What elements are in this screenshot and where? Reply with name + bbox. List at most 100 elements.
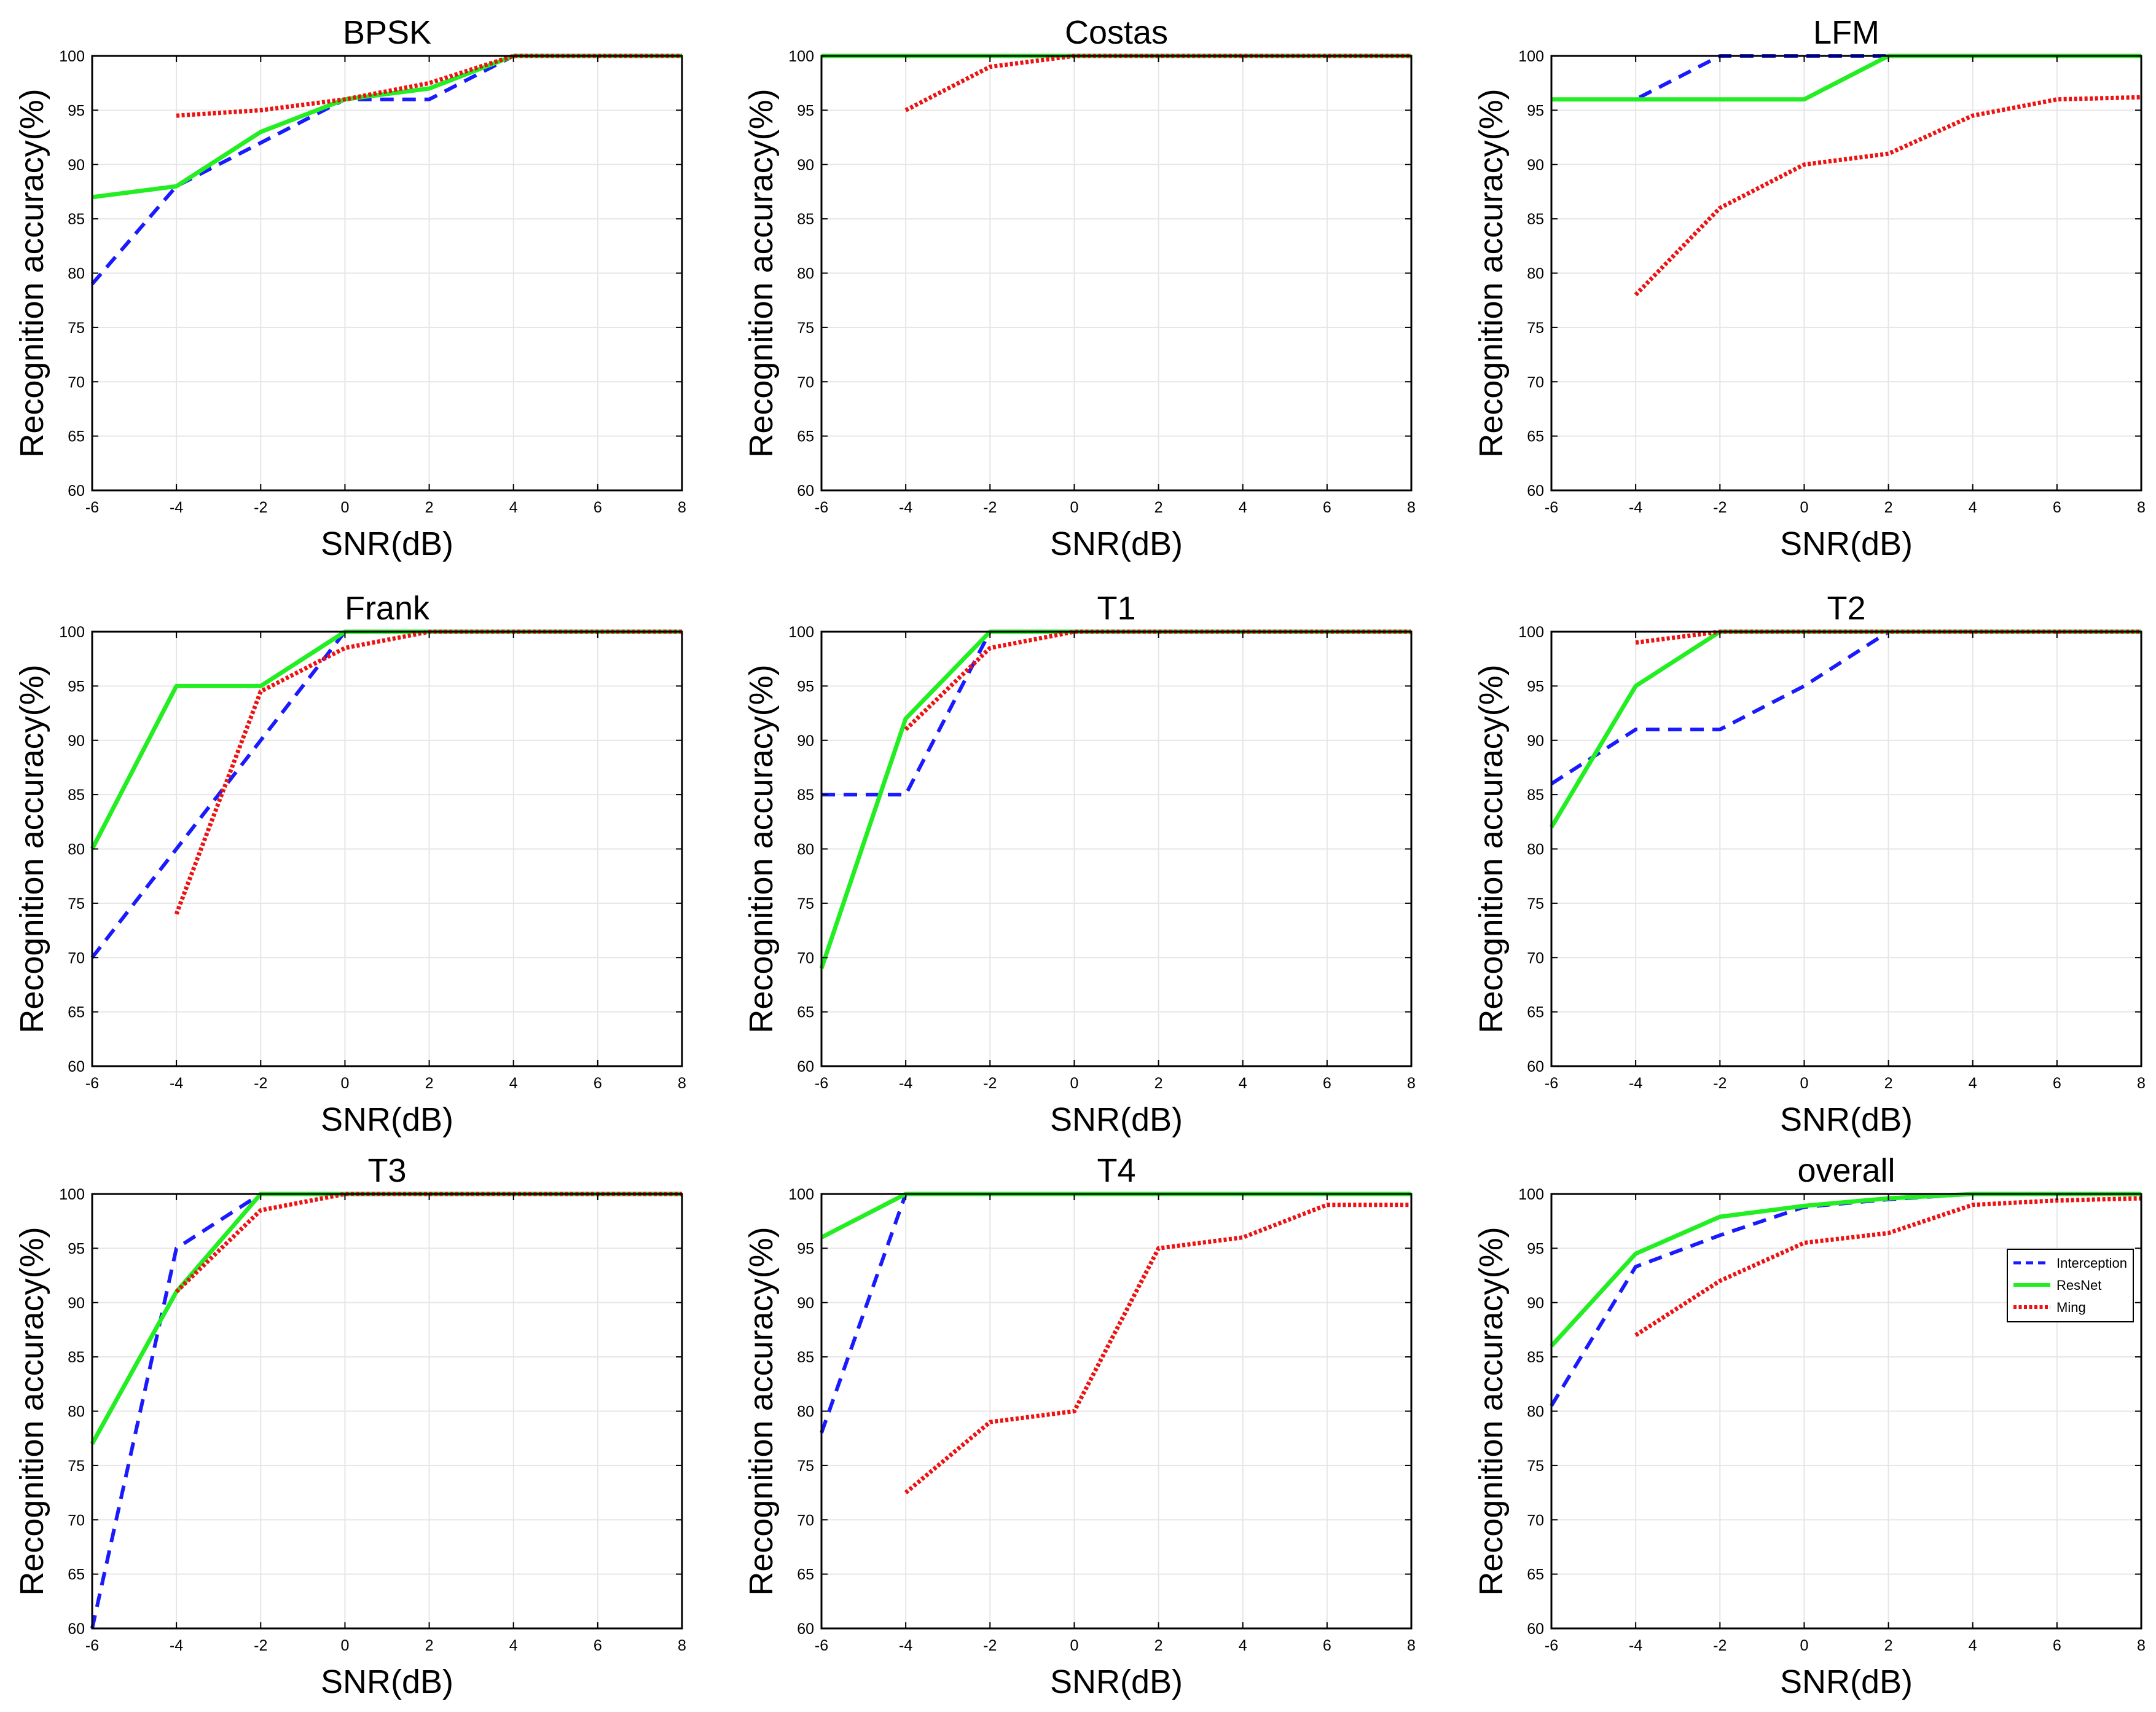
y-tick-label: 80 (1527, 841, 1544, 858)
x-tick-label: -2 (983, 499, 997, 516)
y-tick-label: 75 (1527, 895, 1544, 913)
x-tick-label: -6 (815, 1637, 828, 1654)
y-tick-label: 90 (68, 732, 85, 750)
y-tick-label: 85 (797, 787, 814, 804)
y-tick-label: 65 (797, 428, 814, 446)
y-tick-label: 100 (59, 1186, 85, 1203)
y-axis-label: Recognition accuracy(%) (14, 664, 50, 1033)
y-tick-label: 95 (1527, 678, 1544, 695)
legend-ming-label: Ming (2056, 1300, 2086, 1315)
x-tick-label: -2 (254, 1637, 267, 1654)
x-tick-label: 0 (1800, 1637, 1808, 1654)
y-axis-label: Recognition accuracy(%) (1473, 88, 1510, 457)
y-tick-label: 100 (1518, 624, 1544, 641)
x-tick-label: 6 (2053, 1637, 2061, 1654)
x-tick-label: -4 (1629, 499, 1642, 516)
chart-title: LFM (1813, 14, 1880, 51)
y-tick-label: 70 (1527, 1512, 1544, 1529)
chart-title: T2 (1827, 590, 1865, 627)
y-tick-label: 80 (1527, 265, 1544, 283)
y-tick-label: 70 (797, 949, 814, 967)
y-tick-label: 90 (68, 157, 85, 174)
x-tick-label: 6 (2053, 1075, 2061, 1092)
chart-title: T3 (367, 1152, 406, 1189)
x-tick-label: 6 (594, 1075, 602, 1092)
x-tick-label: -4 (899, 1637, 912, 1654)
x-tick-label: -2 (254, 1075, 267, 1092)
x-tick-label: 8 (2137, 1637, 2146, 1654)
x-tick-label: 4 (509, 1637, 518, 1654)
x-tick-label: -2 (254, 499, 267, 516)
y-tick-label: 85 (1527, 1349, 1544, 1366)
panel-bpsk: -6 -4 -2 0 2 4 6 8 60 65 70 75 80 85 90 95 100 BPSK SNR(dB… (14, 14, 686, 562)
y-tick-label: 65 (68, 428, 85, 446)
y-tick-label: 95 (68, 678, 85, 695)
x-tick-label: 4 (1239, 499, 1247, 516)
y-tick-label: 80 (797, 841, 814, 858)
chart-title: Costas (1065, 14, 1168, 51)
x-tick-label: 0 (1070, 1637, 1078, 1654)
x-tick-label: -4 (170, 1075, 183, 1092)
x-tick-label: 4 (509, 1075, 518, 1092)
y-tick-label: 80 (68, 841, 85, 858)
y-tick-label: 90 (797, 157, 814, 174)
y-axis-label: Recognition accuracy(%) (743, 88, 780, 457)
y-tick-label: 95 (68, 102, 85, 119)
y-tick-label: 65 (1527, 1566, 1544, 1584)
y-tick-label: 95 (1527, 102, 1544, 119)
y-tick-label: 65 (797, 1566, 814, 1584)
y-tick-label: 85 (1527, 211, 1544, 228)
x-tick-label: -4 (899, 1075, 912, 1092)
y-tick-label: 75 (797, 895, 814, 913)
y-tick-label: 70 (1527, 949, 1544, 967)
x-tick-label: 6 (1323, 499, 1331, 516)
y-tick-label: 65 (68, 1566, 85, 1584)
x-tick-label: 0 (1070, 499, 1078, 516)
y-tick-label: 80 (68, 265, 85, 283)
x-tick-label: 6 (2053, 499, 2061, 516)
y-tick-label: 60 (797, 482, 814, 500)
x-tick-label: -6 (1545, 1637, 1558, 1654)
y-tick-label: 100 (788, 624, 814, 641)
y-tick-label: 70 (68, 1512, 85, 1529)
x-tick-label: -2 (1713, 1075, 1727, 1092)
y-tick-label: 90 (1527, 157, 1544, 174)
x-tick-label: 8 (1407, 1075, 1416, 1092)
y-tick-label: 90 (1527, 732, 1544, 750)
y-tick-label: 80 (797, 265, 814, 283)
x-tick-label: 4 (1969, 1637, 1977, 1654)
x-tick-label: 2 (425, 1075, 434, 1092)
y-tick-label: 60 (797, 1058, 814, 1075)
y-tick-label: 100 (788, 48, 814, 65)
x-tick-label: 8 (1407, 499, 1416, 516)
y-tick-label: 85 (68, 1349, 85, 1366)
x-tick-label: 4 (1969, 1075, 1977, 1092)
x-tick-label: 2 (1884, 499, 1893, 516)
x-tick-label: 4 (509, 499, 518, 516)
y-tick-label: 65 (797, 1004, 814, 1021)
y-tick-label: 70 (68, 374, 85, 391)
x-tick-label: 8 (678, 1637, 686, 1654)
x-axis-label: SNR(dB) (1780, 525, 1913, 562)
legend-interception-label: Interception (2056, 1255, 2127, 1271)
x-tick-label: 2 (1884, 1637, 1893, 1654)
panel-t3: -6 -4 -2 0 2 4 6 8 60 65 70 75 80 85 90 95 100 T3 SNR(dB) R… (14, 1152, 686, 1700)
y-tick-label: 100 (1518, 48, 1544, 65)
chart-title: overall (1797, 1152, 1895, 1189)
y-tick-label: 60 (68, 482, 85, 500)
series-ming-line (176, 53, 682, 118)
panel-t2: -6 -4 -2 0 2 4 6 8 60 65 70 75 80 85 90 95 100 T2 SNR(dB) R… (1473, 590, 2146, 1138)
x-axis-label: SNR(dB) (1780, 1101, 1913, 1138)
y-tick-label: 100 (788, 1186, 814, 1203)
y-tick-label: 70 (797, 1512, 814, 1529)
x-tick-label: -4 (170, 1637, 183, 1654)
series-ming-line (1634, 95, 2142, 297)
panel-frank: -6 -4 -2 0 2 4 6 8 60 65 70 75 80 85 90 95 100 Frank SNR(d… (14, 590, 686, 1138)
y-tick-label: 80 (1527, 1404, 1544, 1421)
panel-t1: -6 -4 -2 0 2 4 6 8 60 65 70 75 80 85 90 95 100 T1 SNR(dB) R… (743, 590, 1416, 1138)
panel-lfm: -6 -4 -2 0 2 4 6 8 60 65 70 75 80 85 90 95 100 LFM SNR(dB)… (1473, 14, 2146, 562)
y-axis-label: Recognition accuracy(%) (743, 1227, 780, 1595)
y-tick-label: 70 (797, 374, 814, 391)
y-axis-label: Recognition accuracy(%) (14, 88, 50, 457)
